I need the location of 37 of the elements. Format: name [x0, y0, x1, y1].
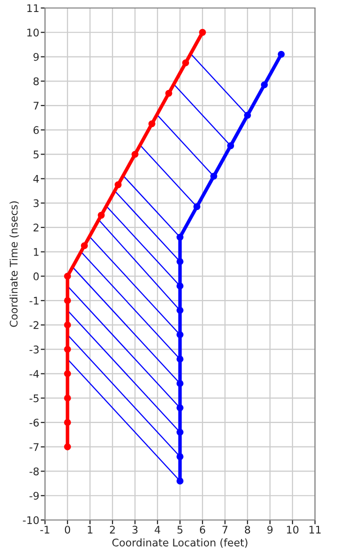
y-tick-label: -10: [22, 516, 39, 524]
y-tick-label: -3: [30, 346, 39, 354]
y-tick-label: 11: [27, 4, 38, 12]
y-tick-label: 10: [27, 28, 39, 36]
y-tick-label: -8: [30, 467, 39, 476]
y-tick-label: 9: [33, 52, 39, 61]
x-tick-label: 5: [177, 526, 182, 534]
x-tick-label: 4: [154, 526, 160, 534]
x-tick-label: 8: [244, 526, 250, 534]
y-tick-label: 5: [34, 150, 39, 158]
x-tick-label: 10: [287, 526, 298, 534]
y-tick-label: 3: [34, 199, 39, 208]
x-tick-label: 6: [200, 526, 206, 534]
y-tick-label: 4: [33, 175, 39, 183]
y-tick-label: 1: [34, 248, 38, 256]
y-tick-label: -9: [30, 492, 39, 500]
x-tick-label: 1: [88, 526, 92, 534]
x-tick-label: 2: [110, 526, 115, 534]
x-tick-label: 0: [64, 526, 70, 534]
y-tick-label: 0: [34, 272, 39, 280]
x-tick-label: 7: [222, 526, 228, 534]
y-tick-label: 2: [34, 224, 38, 232]
y-tick-label: -2: [30, 321, 38, 329]
x-tick-label: 11: [310, 526, 321, 534]
y-tick-label: -6: [30, 418, 39, 427]
y-tick-label: -4: [30, 370, 39, 378]
x-axis-title: Coordinate Location (feet): [112, 538, 248, 548]
y-tick-label: 6: [34, 126, 39, 134]
x-tick-label: 9: [267, 526, 273, 534]
x-tick-label: 3: [132, 526, 138, 534]
y-tick-label: -5: [30, 394, 39, 402]
y-tick-label: -1: [30, 296, 38, 305]
y-axis-title: Coordinate Time (nsecs): [10, 201, 19, 327]
y-tick-label: 8: [34, 77, 39, 86]
y-tick-label: -7: [30, 443, 39, 451]
y-tick-label: 7: [34, 102, 39, 110]
x-tick-label: -1: [40, 526, 50, 534]
